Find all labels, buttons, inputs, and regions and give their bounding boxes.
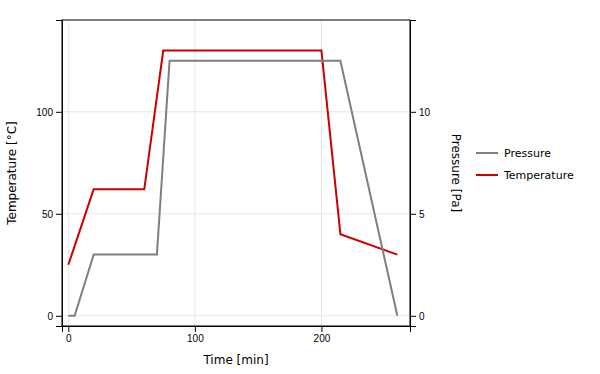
tick-mark xyxy=(410,214,416,215)
tick-mark xyxy=(68,326,69,332)
series-line xyxy=(68,61,397,316)
lines xyxy=(68,51,397,316)
tick-mark xyxy=(410,316,416,317)
legend-label: Pressure xyxy=(504,147,551,160)
x-axis-title: Time [min] xyxy=(202,353,268,367)
tick: 200 xyxy=(314,326,331,344)
tick: 0 xyxy=(410,311,425,322)
tick-label: 5 xyxy=(419,209,425,220)
tick-label: 100 xyxy=(36,107,53,118)
tick-mark xyxy=(410,112,416,113)
tick-label: 0 xyxy=(47,311,53,322)
tick-label: 0 xyxy=(66,333,72,344)
plot-frame xyxy=(62,20,410,326)
chart: 0 100 200 0 50 100 0 5 10 Time [min] Temperature [… xyxy=(0,0,600,374)
tick-mark xyxy=(195,326,196,332)
grid-line-y xyxy=(62,213,410,214)
tick-label: 200 xyxy=(314,333,331,344)
tick-label: 50 xyxy=(42,209,54,220)
tick-mark xyxy=(56,112,62,113)
grid-line-x xyxy=(68,20,69,326)
y-axis-title: Temperature [°C] xyxy=(5,121,19,226)
y-axis: 0 50 100 xyxy=(36,21,62,327)
tick-label: 10 xyxy=(419,107,431,118)
tick: 100 xyxy=(187,326,204,344)
tick: 0 xyxy=(66,326,72,344)
plot: 0 100 200 0 50 100 0 5 10 xyxy=(36,20,430,344)
tick-label: 100 xyxy=(187,333,204,344)
tick-mark xyxy=(56,316,62,317)
legend: Pressure Temperature xyxy=(476,147,574,182)
grid-line-y xyxy=(62,111,410,112)
axis-line xyxy=(63,327,411,333)
tick: 5 xyxy=(410,209,425,220)
legend-item: Temperature xyxy=(476,169,574,182)
tick-mark xyxy=(56,214,62,215)
series-line xyxy=(68,51,397,265)
grid-line-x xyxy=(194,20,195,326)
tick-label: 0 xyxy=(419,311,425,322)
tick: 100 xyxy=(36,107,62,118)
tick: 50 xyxy=(42,209,62,220)
x-axis: 0 100 200 xyxy=(63,326,411,344)
tick: 10 xyxy=(410,107,431,118)
y2-axis-title: Pressure [Pa] xyxy=(449,134,463,212)
grid-line-x xyxy=(321,20,322,326)
tick-mark xyxy=(321,326,322,332)
tick: 0 xyxy=(47,311,62,322)
grid xyxy=(62,20,410,326)
legend-swatch xyxy=(476,152,498,154)
legend-item: Pressure xyxy=(476,147,551,160)
legend-label: Temperature xyxy=(503,169,574,182)
grid-line-y xyxy=(62,315,410,316)
y2-axis: 0 5 10 xyxy=(410,21,431,327)
legend-swatch xyxy=(476,174,498,176)
axis-line xyxy=(56,21,63,327)
axis-line xyxy=(411,21,417,327)
